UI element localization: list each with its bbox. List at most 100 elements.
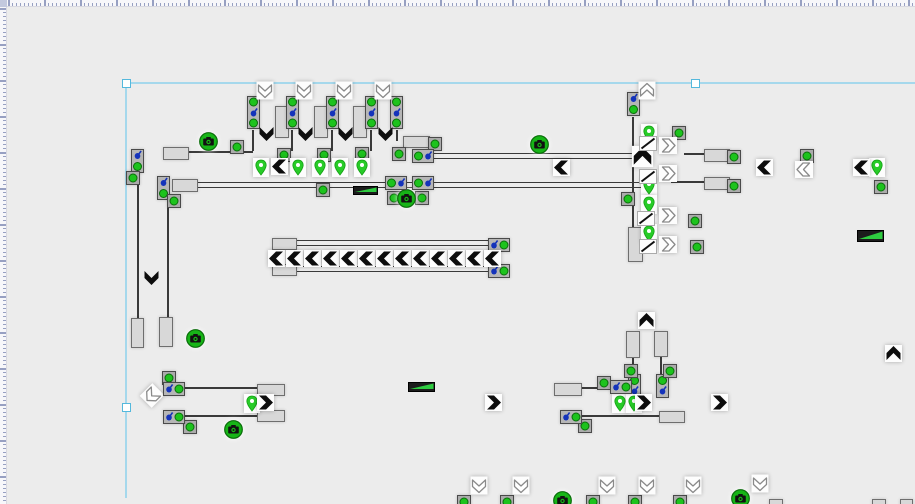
- chevron-outline-down-icon[interactable]: [295, 81, 313, 100]
- chevron-down-icon[interactable]: [258, 125, 275, 142]
- chevron-down-icon[interactable]: [143, 269, 160, 286]
- traffic-signal-icon[interactable]: [412, 149, 434, 163]
- camera-icon[interactable]: [397, 189, 416, 208]
- ramp-icon[interactable]: [353, 186, 378, 195]
- conveyor-line[interactable]: [252, 130, 254, 151]
- location-pin-icon[interactable]: [612, 394, 628, 413]
- belt-chevron-icon[interactable]: [376, 250, 393, 267]
- chevron-outline-down-icon[interactable]: [512, 476, 530, 495]
- location-pin-icon[interactable]: [312, 158, 328, 177]
- chevron-outline-up-icon[interactable]: [638, 81, 656, 100]
- traffic-signal-icon[interactable]: [286, 96, 299, 129]
- camera-icon[interactable]: [199, 132, 218, 151]
- chevron-left-icon[interactable]: [853, 159, 870, 176]
- chevron-right-icon[interactable]: [711, 394, 728, 411]
- status-indicator-icon[interactable]: [167, 194, 181, 208]
- belt-chevron-icon[interactable]: [484, 250, 501, 267]
- chevron-right-icon[interactable]: [485, 394, 502, 411]
- conveyor-line[interactable]: [187, 151, 253, 153]
- chevron-right-icon[interactable]: [635, 394, 652, 411]
- status-indicator-icon[interactable]: [162, 371, 176, 385]
- location-pin-icon[interactable]: [354, 158, 370, 177]
- conveyor-line[interactable]: [137, 177, 139, 320]
- traffic-signal-icon[interactable]: [656, 374, 669, 398]
- traffic-signal-icon[interactable]: [326, 96, 339, 129]
- chevron-outline-left-icon[interactable]: [795, 161, 813, 178]
- traffic-signal-icon[interactable]: [163, 410, 185, 424]
- belt-chevron-icon[interactable]: [340, 250, 357, 267]
- belt-chevron-icon[interactable]: [304, 250, 321, 267]
- belt-chevron-icon[interactable]: [358, 250, 375, 267]
- conveyor-line[interactable]: [684, 153, 704, 155]
- chevron-outline-down-icon[interactable]: [470, 476, 488, 495]
- conveyor-segment[interactable]: [163, 147, 189, 160]
- chevron-down-icon[interactable]: [337, 125, 354, 142]
- conveyor-line[interactable]: [671, 181, 704, 183]
- status-indicator-icon[interactable]: [688, 214, 702, 228]
- ramp-icon[interactable]: [408, 382, 435, 392]
- traffic-signal-icon[interactable]: [560, 410, 582, 424]
- chevron-outline-right-icon[interactable]: [659, 207, 677, 224]
- conveyor-segment[interactable]: [131, 318, 144, 348]
- traffic-signal-icon[interactable]: [247, 96, 260, 129]
- traffic-signal-icon[interactable]: [610, 380, 632, 394]
- traffic-signal-icon[interactable]: [390, 96, 403, 129]
- belt-chevron-icon[interactable]: [466, 250, 483, 267]
- camera-icon[interactable]: [530, 135, 549, 154]
- traffic-signal-icon[interactable]: [131, 149, 144, 173]
- diverter-icon[interactable]: [639, 169, 657, 184]
- location-pin-icon[interactable]: [869, 158, 885, 177]
- status-indicator-icon[interactable]: [727, 150, 741, 164]
- conveyor-line[interactable]: [331, 130, 333, 151]
- location-pin-icon[interactable]: [332, 158, 348, 177]
- selection-handle[interactable]: [122, 79, 131, 88]
- conveyor-segment[interactable]: [654, 331, 668, 357]
- chevron-outline-right-icon[interactable]: [659, 236, 677, 253]
- location-pin-icon[interactable]: [290, 158, 306, 177]
- belt-chevron-icon[interactable]: [448, 250, 465, 267]
- conveyor-line[interactable]: [660, 355, 662, 375]
- status-indicator-icon[interactable]: [673, 495, 687, 504]
- status-indicator-icon[interactable]: [230, 140, 244, 154]
- chevron-outline-down-icon[interactable]: [256, 81, 274, 100]
- status-indicator-icon[interactable]: [727, 179, 741, 193]
- status-indicator-icon[interactable]: [621, 192, 635, 206]
- status-indicator-icon[interactable]: [183, 420, 197, 434]
- traffic-signal-icon[interactable]: [412, 176, 434, 190]
- chevron-outline-downleft-icon[interactable]: [139, 383, 165, 408]
- status-indicator-icon[interactable]: [690, 240, 704, 254]
- conveyor-segment[interactable]: [257, 410, 285, 422]
- belt-chevron-icon[interactable]: [268, 250, 285, 267]
- status-indicator-icon[interactable]: [457, 495, 471, 504]
- chevron-up-icon[interactable]: [631, 145, 654, 168]
- chevron-outline-down-icon[interactable]: [751, 474, 769, 493]
- diverter-icon[interactable]: [637, 211, 655, 226]
- belt-chevron-icon[interactable]: [286, 250, 303, 267]
- location-pin-icon[interactable]: [244, 394, 260, 413]
- chevron-up-icon[interactable]: [885, 345, 902, 362]
- conveyor-segment[interactable]: [403, 136, 430, 148]
- traffic-signal-icon[interactable]: [488, 264, 510, 278]
- conveyor-line[interactable]: [582, 415, 659, 417]
- chevron-outline-right-icon[interactable]: [659, 137, 677, 154]
- belt-chevron-icon[interactable]: [430, 250, 447, 267]
- status-indicator-icon[interactable]: [624, 364, 638, 378]
- conveyor-segment[interactable]: [172, 179, 198, 192]
- diverter-icon[interactable]: [639, 239, 657, 254]
- conveyor-line[interactable]: [291, 130, 293, 151]
- chevron-left-icon[interactable]: [756, 159, 773, 176]
- camera-icon[interactable]: [731, 489, 750, 504]
- status-indicator-icon[interactable]: [874, 180, 888, 194]
- conveyor-segment[interactable]: [554, 383, 582, 396]
- chevron-down-icon[interactable]: [297, 125, 314, 142]
- diverter-icon[interactable]: [639, 136, 657, 151]
- conveyor-line[interactable]: [370, 130, 372, 151]
- conveyor-segment[interactable]: [272, 238, 297, 250]
- conveyor-segment[interactable]: [159, 317, 173, 347]
- status-indicator-icon[interactable]: [586, 495, 600, 504]
- conveyor-segment[interactable]: [659, 411, 685, 423]
- camera-icon[interactable]: [553, 491, 572, 504]
- chevron-right-icon[interactable]: [257, 394, 274, 411]
- selection-handle[interactable]: [122, 403, 131, 412]
